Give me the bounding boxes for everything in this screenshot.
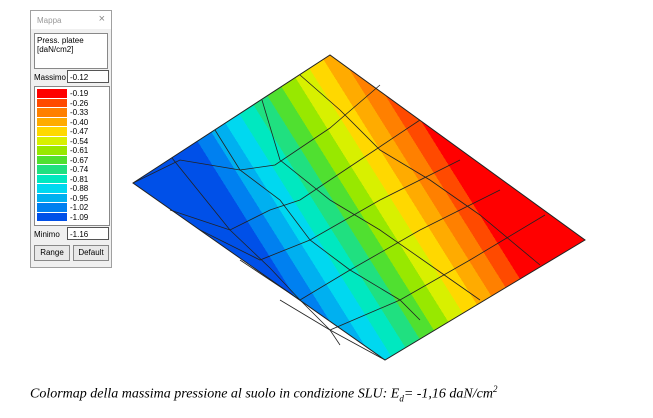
plate bbox=[132, 54, 586, 361]
legend-label: -0.81 bbox=[70, 174, 89, 184]
description-box: Press. platee [daN/cm2] bbox=[34, 33, 108, 69]
legend-label: -0.33 bbox=[70, 108, 89, 117]
description-line: [daN/cm2] bbox=[37, 45, 74, 54]
legend-swatch bbox=[37, 98, 67, 108]
title-bar: Mappa × bbox=[31, 11, 111, 29]
legend-entry: -0.67 bbox=[37, 155, 109, 165]
legend-label: -0.67 bbox=[70, 155, 89, 165]
legend-swatch bbox=[37, 136, 67, 146]
legend-entry: -0.47 bbox=[37, 127, 109, 136]
legend-swatch bbox=[37, 127, 67, 136]
legend-entry: -0.26 bbox=[37, 98, 109, 108]
close-button[interactable]: × bbox=[98, 13, 105, 25]
legend-entry: -0.19 bbox=[37, 89, 109, 98]
caption-subscript: d bbox=[399, 393, 404, 404]
legend-label: -0.54 bbox=[70, 136, 89, 146]
default-button[interactable]: Default bbox=[73, 245, 109, 261]
mesh bbox=[132, 74, 546, 361]
legend-swatch bbox=[37, 155, 67, 165]
legend-swatch bbox=[37, 184, 67, 193]
legend-entry: -0.33 bbox=[37, 108, 109, 117]
caption-superscript: 2 bbox=[492, 384, 498, 394]
legend-entry: -0.40 bbox=[37, 117, 109, 127]
legend-swatch bbox=[37, 212, 67, 222]
legend-label: -1.02 bbox=[70, 203, 89, 212]
legend-label: -0.74 bbox=[70, 165, 89, 174]
legend-entry: -0.95 bbox=[37, 193, 109, 203]
legend-swatch bbox=[37, 117, 67, 127]
panel-title: Mappa bbox=[37, 16, 62, 25]
legend-entry: -1.09 bbox=[37, 212, 109, 222]
legend-swatch bbox=[37, 165, 67, 174]
legend-entry: -0.74 bbox=[37, 165, 109, 174]
min-input[interactable]: -1.16 bbox=[67, 227, 109, 240]
caption-text: = -1,16 daN/cm bbox=[403, 386, 493, 402]
plate-plot bbox=[132, 54, 586, 361]
legend-swatch bbox=[37, 174, 67, 184]
max-label: Massimo bbox=[34, 73, 67, 82]
legend-label: -1.09 bbox=[70, 212, 89, 222]
max-input[interactable]: -0.12 bbox=[67, 70, 109, 83]
max-row: Massimo -0.12 bbox=[34, 70, 110, 84]
legend-swatch bbox=[37, 193, 67, 203]
legend-swatch bbox=[37, 203, 67, 212]
legend-entry: -1.02 bbox=[37, 203, 109, 212]
legend: -0.19 -0.26 -0.33 -0.40 -0.47 -0.54 -0.61 -0.67… bbox=[34, 86, 110, 226]
caption: Colormap della massima pressione al suol… bbox=[30, 384, 497, 403]
legend-label: -0.19 bbox=[70, 89, 89, 98]
legend-entry: -0.61 bbox=[37, 146, 109, 155]
description-line: Press. platee bbox=[37, 36, 84, 45]
legend-label: -0.95 bbox=[70, 193, 89, 203]
legend-swatch bbox=[37, 89, 67, 98]
legend-label: -0.61 bbox=[70, 146, 89, 155]
map-panel: Mappa × Press. platee [daN/cm2] Massimo … bbox=[30, 10, 112, 268]
caption-text: Colormap della massima pressione al suol… bbox=[30, 386, 400, 402]
legend-entry: -0.81 bbox=[37, 174, 109, 184]
min-row: Minimo -1.16 bbox=[34, 227, 110, 241]
legend-entry: -0.54 bbox=[37, 136, 109, 146]
legend-label: -0.40 bbox=[70, 117, 89, 127]
legend-label: -0.47 bbox=[70, 127, 89, 136]
legend-label: -0.88 bbox=[70, 184, 89, 193]
legend-swatch bbox=[37, 146, 67, 155]
legend-swatch bbox=[37, 108, 67, 117]
legend-label: -0.26 bbox=[70, 98, 89, 108]
range-button[interactable]: Range bbox=[34, 245, 70, 261]
min-label: Minimo bbox=[34, 230, 60, 239]
legend-entry: -0.88 bbox=[37, 184, 109, 193]
